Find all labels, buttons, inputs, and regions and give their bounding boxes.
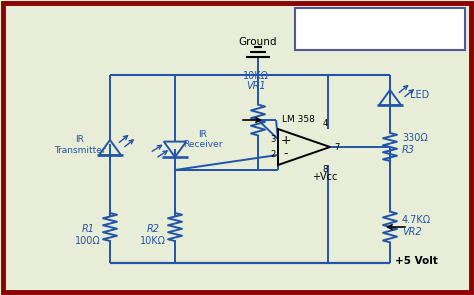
Text: Ground: Ground xyxy=(239,37,277,47)
Text: R3: R3 xyxy=(402,145,415,155)
Text: 4.7KΩ: 4.7KΩ xyxy=(402,215,431,225)
Text: IR
Transmitter: IR Transmitter xyxy=(54,135,106,155)
FancyBboxPatch shape xyxy=(295,8,465,50)
Text: 10KΩ: 10KΩ xyxy=(243,71,269,81)
Text: IR
Receiver: IR Receiver xyxy=(183,130,223,149)
Text: 3: 3 xyxy=(270,135,276,144)
Text: 4: 4 xyxy=(322,119,328,129)
Text: LM 358: LM 358 xyxy=(283,114,315,124)
Text: 10KΩ: 10KΩ xyxy=(140,236,166,246)
Text: -: - xyxy=(284,148,288,160)
Text: VR2: VR2 xyxy=(402,227,422,237)
Text: 330Ω: 330Ω xyxy=(402,133,428,143)
Text: LED: LED xyxy=(410,90,429,100)
Text: 100Ω: 100Ω xyxy=(75,236,101,246)
Text: +5 Volt: +5 Volt xyxy=(395,256,438,266)
Text: +Vcc: +Vcc xyxy=(312,172,337,182)
Text: 2: 2 xyxy=(270,150,275,159)
Text: R2: R2 xyxy=(146,224,159,234)
Text: 7: 7 xyxy=(334,142,340,152)
Text: 8: 8 xyxy=(322,165,328,175)
Text: VR1: VR1 xyxy=(246,81,266,91)
Text: +: + xyxy=(281,134,292,147)
Text: R1: R1 xyxy=(82,224,94,234)
Text: L.R.I.E.T: L.R.I.E.T xyxy=(349,22,411,37)
